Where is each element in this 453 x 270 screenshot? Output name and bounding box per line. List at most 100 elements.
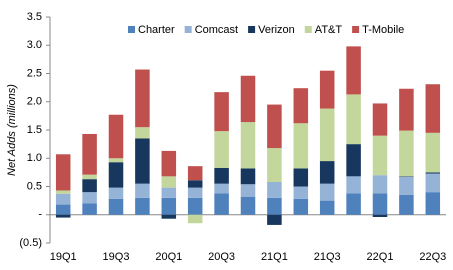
legend-label: Comcast [195, 24, 238, 36]
bar-segment [399, 176, 414, 177]
bar-segment [108, 158, 124, 163]
bar-segment [82, 203, 97, 215]
x-tick-label: 22Q3 [419, 251, 446, 263]
bar-segment [399, 194, 414, 215]
bar-segment [135, 69, 150, 128]
x-tick-label: 19Q1 [50, 251, 77, 263]
x-tick-label: 22Q1 [367, 251, 394, 263]
bar-segment [240, 122, 256, 169]
bar-segment [425, 173, 441, 193]
y-tick-label: 1.5 [27, 124, 42, 136]
bar-segment [293, 186, 309, 199]
bar-segment [161, 197, 177, 215]
bar-segment [267, 214, 282, 225]
bar-segment [267, 181, 282, 198]
bar-segment [293, 123, 309, 169]
bar-segment [187, 197, 203, 215]
bar-segment [240, 184, 256, 197]
y-tick-label: - [38, 209, 42, 221]
bar-segment [187, 166, 203, 181]
bar-segment [293, 168, 309, 187]
bar-segment [399, 176, 414, 195]
bar-segment [240, 168, 256, 185]
y-tick-label: 1.0 [27, 152, 42, 164]
bar-segment [82, 133, 97, 175]
bar-segment [55, 154, 71, 191]
bar-segment [135, 138, 150, 184]
bar-segment [346, 176, 361, 194]
y-tick-label: 3.0 [27, 39, 42, 51]
bar-segment [399, 88, 414, 131]
bar-segment [214, 92, 229, 132]
bar-segment [161, 150, 177, 177]
bar-segment [55, 214, 71, 218]
bar-segment [319, 161, 335, 184]
y-tick-label: 0.5 [27, 180, 42, 192]
bar-segment [187, 214, 203, 224]
bar-segment [214, 183, 229, 194]
bar-segment [214, 167, 229, 184]
y-tick-label: 2.5 [27, 67, 42, 79]
bar-segment [82, 179, 97, 193]
bar-segment [425, 84, 441, 133]
bar-segment [108, 114, 124, 159]
bar-segment [399, 130, 414, 177]
bar-segment [372, 175, 388, 194]
bar-segment [346, 193, 361, 215]
bar-segment [425, 172, 441, 174]
bar-segment [161, 176, 177, 188]
bar-segment [187, 180, 203, 188]
x-tick-label: 21Q1 [261, 251, 288, 263]
bar-segment [135, 183, 150, 198]
x-tick-label: 20Q1 [155, 251, 182, 263]
bar-segment [372, 103, 388, 136]
bar-segment [108, 162, 124, 188]
bar-segment [187, 187, 203, 198]
bar-segment [346, 94, 361, 145]
legend-swatch [248, 26, 256, 33]
y-tick-label: 3.5 [27, 11, 42, 23]
bar-segment [82, 174, 97, 180]
bar-segment [319, 183, 335, 201]
x-tick-label: 19Q3 [103, 251, 130, 263]
y-axis-label: Net Adds (millions) [6, 84, 18, 176]
bar-segment [425, 192, 441, 215]
bar-segment [293, 88, 309, 124]
bar-segment [267, 148, 282, 182]
bar-segment [267, 104, 282, 149]
y-tick-label: (0.5) [19, 237, 42, 249]
bar-segment [319, 200, 335, 215]
legend-swatch [128, 26, 135, 33]
legend-swatch [184, 26, 192, 33]
bar-segment [319, 70, 335, 109]
bar-segment [372, 214, 388, 218]
bar-segment [346, 144, 361, 177]
legend-label: AT&T [315, 24, 343, 36]
bar-segment [372, 135, 388, 176]
bar-segment [55, 190, 71, 194]
bar-segment [135, 197, 150, 215]
bar-segment [372, 193, 388, 215]
legend-label: Verizon [258, 24, 295, 36]
legend-label: Charter [138, 24, 175, 36]
y-tick-label: 2.0 [27, 96, 42, 108]
bar-segment [267, 197, 282, 215]
x-tick-label: 21Q3 [314, 251, 341, 263]
bar-segment [55, 193, 71, 205]
bar-segment [214, 131, 229, 168]
bar-segment [55, 204, 71, 215]
legend-swatch [304, 26, 312, 33]
x-tick-label: 20Q3 [208, 251, 235, 263]
bar-segment [240, 75, 256, 123]
bar-segment [319, 108, 335, 162]
bar-segment [293, 198, 309, 215]
bar-segment [108, 198, 124, 215]
bar-segment [214, 193, 229, 215]
bar-segment [161, 214, 177, 219]
bar-segment [240, 196, 256, 215]
bar-segment [82, 192, 97, 204]
legend-swatch [352, 26, 360, 33]
bar-segment [135, 127, 150, 139]
bar-segment [108, 187, 124, 199]
